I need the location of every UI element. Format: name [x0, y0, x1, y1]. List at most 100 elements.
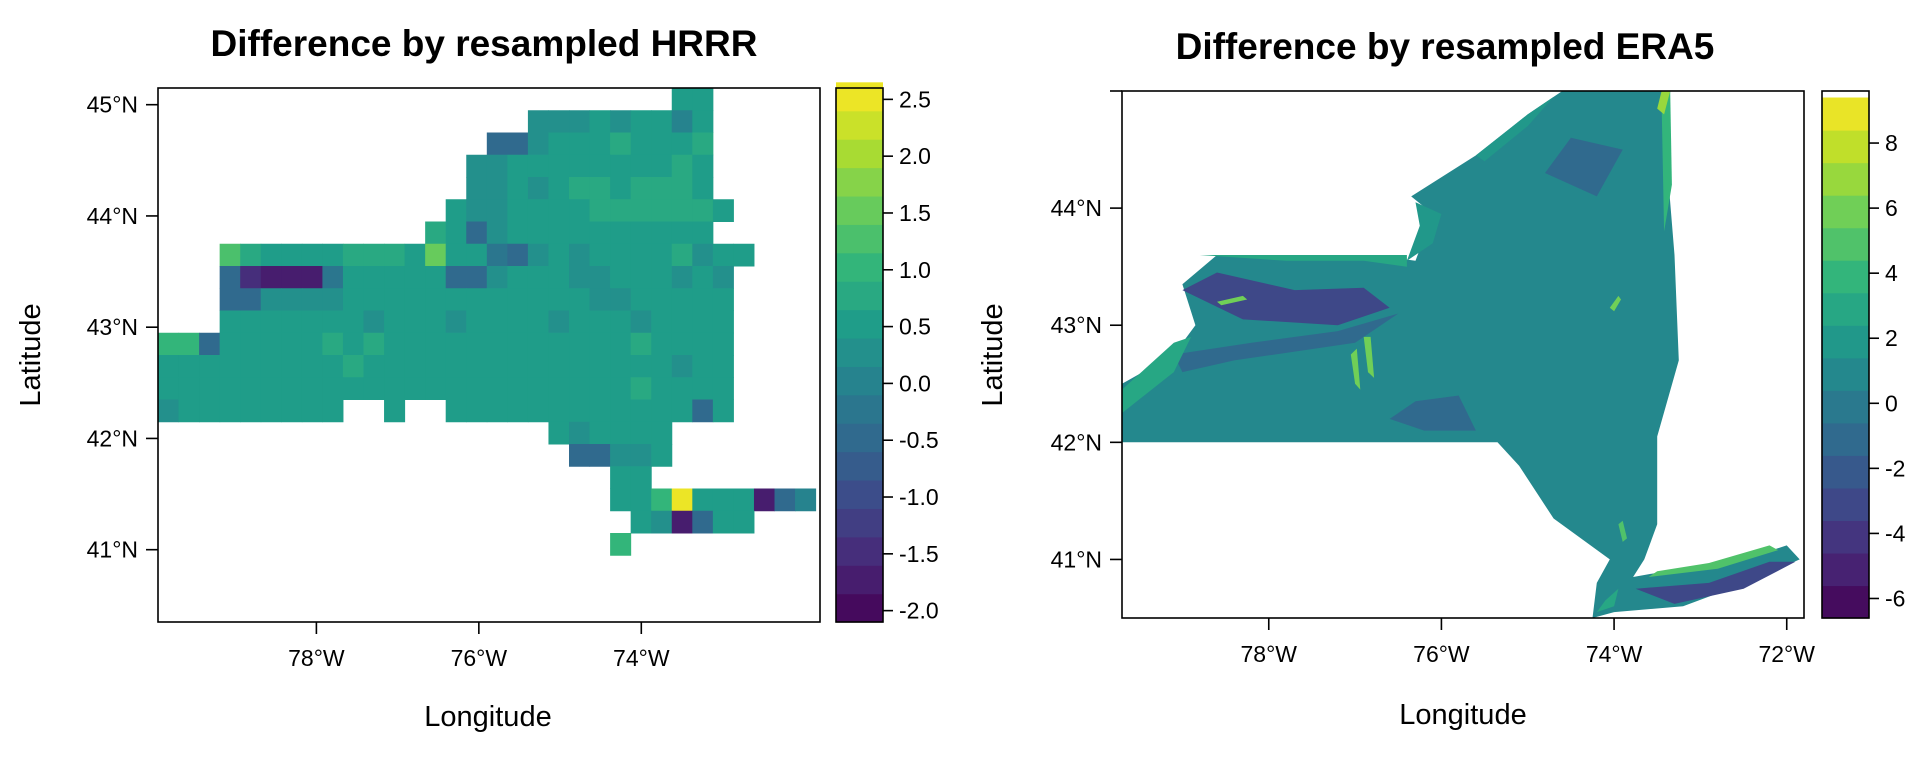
heatmap-cell	[301, 266, 323, 289]
x-axis-ticks-era5: 78°W 76°W 74°W 72°W	[1241, 618, 1815, 667]
value-region	[1199, 255, 1407, 267]
heatmap-cells-hrrr	[158, 88, 817, 556]
heatmap-cell	[281, 266, 303, 289]
heatmap-cell	[527, 310, 549, 334]
heatmap-cell	[486, 154, 508, 178]
heatmap-cell	[651, 510, 673, 534]
heatmap-cell	[219, 310, 241, 334]
heatmap-cell	[240, 355, 262, 378]
heatmap-cell	[486, 399, 508, 423]
heatmap-cell	[774, 488, 796, 512]
heatmap-cell	[342, 332, 365, 356]
heatmap-cell	[342, 310, 365, 334]
colorbar-tick-label: 0.0	[899, 370, 931, 396]
colorbar-segment	[836, 139, 883, 169]
heatmap-cell	[322, 332, 344, 356]
colorbar-tick-label: 2.5	[899, 86, 931, 112]
heatmap-cell	[342, 288, 365, 311]
heatmap-cell	[671, 132, 693, 156]
heatmap-cell	[240, 332, 262, 356]
heatmap-cell	[712, 355, 734, 378]
heatmap-cell	[384, 355, 406, 378]
heatmap-cell	[651, 488, 673, 512]
colorbar-segment	[836, 281, 883, 311]
value-region	[1182, 272, 1390, 326]
heatmap-cell	[548, 310, 570, 334]
heatmap-cell	[219, 243, 241, 267]
heatmap-cell	[445, 399, 467, 423]
heatmap-cell	[692, 243, 714, 267]
heatmap-cell	[466, 377, 488, 400]
heatmap-cell	[219, 266, 241, 289]
heatmap-cell	[384, 377, 406, 400]
heatmap-cell	[712, 288, 734, 311]
heatmap-cell	[527, 243, 549, 267]
heatmap-cell	[712, 332, 734, 356]
y-tick-label: 41°N	[87, 537, 138, 563]
value-region	[1389, 395, 1476, 431]
heatmap-cell	[527, 110, 549, 133]
heatmap-cell	[569, 377, 591, 400]
value-region	[1122, 336, 1192, 414]
heatmap-cell	[363, 266, 385, 289]
heatmap-cell	[671, 199, 693, 222]
heatmap-cell	[651, 110, 673, 133]
heatmap-cell	[589, 355, 611, 378]
heatmap-cell	[671, 332, 693, 356]
heatmap-cell	[733, 510, 755, 534]
colorbar-tick-label: 0.5	[899, 314, 931, 340]
heatmap-cell	[445, 332, 467, 356]
heatmap-cell	[240, 377, 262, 400]
colorbar-segment	[836, 593, 883, 623]
heatmap-cell	[589, 288, 611, 311]
heatmap-cell	[671, 154, 693, 178]
heatmap-cell	[260, 243, 282, 267]
heatmap-cell	[610, 310, 632, 334]
heatmap-cell	[671, 355, 693, 378]
heatmap-cell	[466, 154, 488, 178]
heatmap-cell	[466, 199, 488, 222]
heatmap-cell	[445, 310, 467, 334]
y-tick-label: 43°N	[1051, 312, 1102, 338]
heatmap-cell	[651, 355, 673, 378]
heatmap-cell	[178, 399, 200, 423]
heatmap-cell	[507, 355, 529, 378]
heatmap-cell	[692, 377, 714, 400]
heatmap-cell	[445, 243, 467, 267]
heatmap-cell	[692, 266, 714, 289]
heatmap-cell	[589, 310, 611, 334]
heatmap-cell	[610, 154, 632, 178]
heatmap-cell	[445, 377, 467, 400]
heatmap-cell	[425, 221, 447, 245]
colorbar-segment	[836, 366, 883, 396]
heatmap-cell	[158, 399, 180, 423]
heatmap-cell	[384, 399, 406, 423]
heatmap-cell	[651, 377, 673, 400]
heatmap-cell	[240, 243, 262, 267]
heatmap-cell	[589, 110, 611, 133]
x-tick-label: 76°W	[451, 645, 508, 671]
heatmap-cell	[219, 332, 241, 356]
heatmap-cell	[445, 288, 467, 311]
heatmap-cell	[589, 421, 611, 445]
heatmap-cell	[548, 266, 570, 289]
heatmap-cell	[651, 199, 673, 222]
heatmap-cell	[158, 332, 180, 356]
heatmap-cell	[548, 154, 570, 178]
heatmap-cell	[589, 377, 611, 400]
value-region	[1475, 96, 1554, 162]
panel-hrrr: Difference by resampled HRRR 78°W 76°W 74°…	[15, 23, 939, 733]
heatmap-cell	[692, 288, 714, 311]
heatmap-cell	[404, 332, 426, 356]
heatmap-cell	[692, 110, 714, 133]
x-tick-label: 76°W	[1413, 641, 1470, 667]
y-axis-label-hrrr: Latitude	[15, 303, 47, 406]
heatmap-cell	[404, 266, 426, 289]
heatmap-cell	[466, 399, 488, 423]
heatmap-cell	[363, 332, 385, 356]
colorbar-tick-label: 2	[1885, 325, 1898, 351]
heatmap-cell	[240, 399, 262, 423]
heatmap-cell	[322, 243, 344, 267]
heatmap-cell	[630, 221, 652, 245]
colorbar-segment	[1822, 195, 1869, 229]
